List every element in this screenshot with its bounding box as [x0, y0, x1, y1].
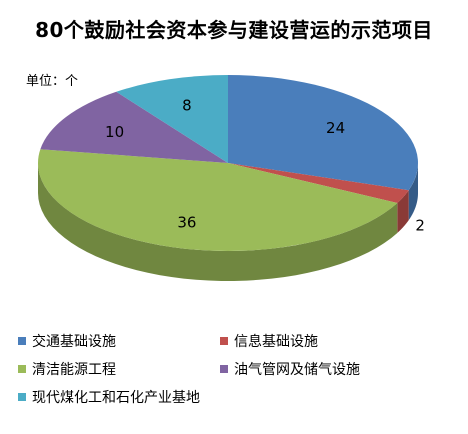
legend-label: 油气管网及储气设施 [234, 362, 360, 378]
legend-item-clean-energy: 清洁能源工程 [18, 360, 220, 378]
data-label-4: 8 [182, 96, 192, 114]
legend-item-information: 信息基础设施 [220, 332, 450, 350]
pie-top [37, 75, 418, 251]
data-label-3: 10 [105, 123, 124, 141]
pie-slice-4 [116, 75, 228, 163]
pie-side-walls [38, 163, 418, 281]
legend-swatch [18, 365, 26, 373]
legend-label: 交通基础设施 [32, 334, 116, 350]
pie-side-1 [397, 190, 409, 233]
legend-label: 清洁能源工程 [32, 362, 116, 378]
data-label-2: 36 [177, 214, 196, 232]
legend: 交通基础设施 信息基础设施 清洁能源工程 油气管网及储气设施 现代煤化工和石化产… [18, 332, 458, 406]
pie-slice-3 [40, 91, 228, 163]
pie-side-0 [408, 163, 418, 221]
legend-swatch [220, 365, 228, 373]
pie-side-2 [38, 163, 398, 281]
data-label-1: 2 [415, 217, 425, 235]
legend-swatch [220, 337, 228, 345]
pie-slice-0 [228, 75, 418, 191]
legend-item-transport: 交通基础设施 [18, 332, 220, 350]
legend-item-oil-gas: 油气管网及储气设施 [220, 360, 450, 378]
pie-slice-1 [228, 163, 409, 203]
pie-slice-2 [37, 149, 398, 251]
data-label-0: 24 [326, 119, 345, 137]
legend-label: 信息基础设施 [234, 334, 318, 350]
legend-swatch [18, 393, 26, 401]
legend-item-coal-chemical: 现代煤化工和石化产业基地 [18, 388, 220, 406]
legend-label: 现代煤化工和石化产业基地 [32, 390, 200, 406]
unit-label: 单位：个 [26, 74, 79, 89]
chart-title: 80个鼓励社会资本参与建设营运的示范项目 [35, 18, 433, 42]
legend-swatch [18, 337, 26, 345]
pie-chart: 24 2 36 10 8 [37, 75, 425, 281]
